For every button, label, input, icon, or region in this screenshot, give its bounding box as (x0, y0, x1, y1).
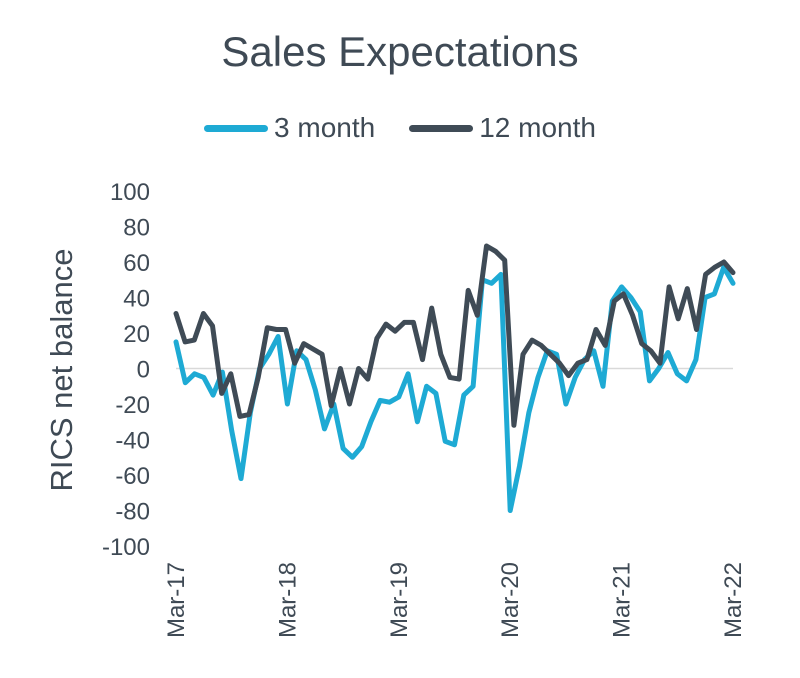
legend-item-3-month: 3 month (204, 112, 375, 144)
legend-swatch-12-month (409, 124, 474, 132)
series-layer (173, 243, 736, 513)
series-line-12-month (173, 243, 736, 428)
y-tick-label: 0 (137, 357, 150, 384)
series-line-3-month (173, 264, 736, 513)
y-tick-label: -100 (102, 534, 150, 561)
y-tick-label: -80 (115, 499, 150, 526)
legend-label-3-month: 3 month (274, 112, 376, 143)
y-tick-label: 20 (123, 321, 150, 348)
x-tick-label: Mar-17 (163, 562, 190, 638)
legend-label-12-month: 12 month (479, 112, 596, 143)
y-tick-label: -40 (115, 428, 150, 455)
x-tick-label: Mar-21 (609, 562, 636, 638)
y-tick-label: 80 (123, 215, 150, 242)
legend: 3 month 12 month (0, 112, 800, 144)
y-axis-ticks: 100 80 60 40 20 0 -20 -40 -60 -80 -100 (102, 179, 150, 561)
y-tick-label: -60 (115, 463, 150, 490)
chart-title: Sales Expectations (221, 28, 579, 75)
legend-swatch-3-month (204, 124, 269, 132)
y-tick-label: -20 (115, 392, 150, 419)
legend-item-12-month: 12 month (409, 112, 596, 144)
x-tick-label: Mar-19 (386, 562, 413, 638)
y-tick-label: 100 (110, 179, 150, 206)
x-tick-label: Mar-22 (720, 562, 747, 638)
y-tick-label: 60 (123, 250, 150, 277)
x-axis-ticks: Mar-17 Mar-18 Mar-19 Mar-20 Mar-21 Mar-22 (163, 562, 747, 638)
x-tick-label: Mar-20 (497, 562, 524, 638)
y-tick-label: 40 (123, 286, 150, 313)
x-tick-label: Mar-18 (274, 562, 301, 638)
